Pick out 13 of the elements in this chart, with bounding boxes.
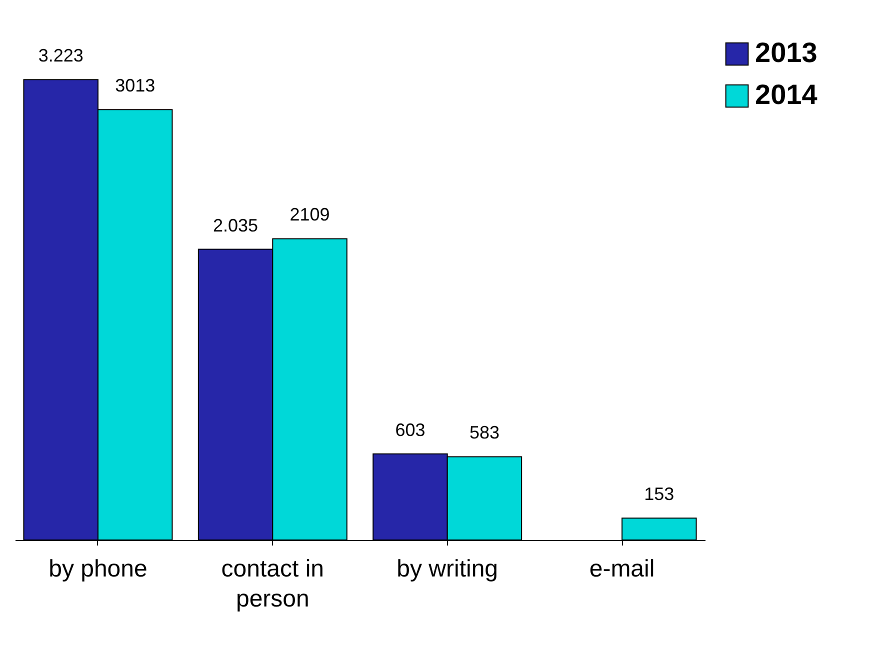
data-label: 603 [395,420,426,440]
legend-label: 2014 [755,79,818,110]
x-tick-label: contact in person [221,556,324,612]
data-label: 153 [644,484,674,504]
x-tick-label: by writing [396,556,498,582]
data-label: 3013 [115,76,156,96]
data-label: 2.035 [213,215,258,236]
x-tick-label: by phone [48,556,148,582]
data-label: 583 [469,422,500,443]
data-label: 3.223 [38,46,84,66]
legend-label: 2013 [755,37,818,68]
data-label: 2109 [290,204,330,225]
x-tick-label: e-mail [589,556,655,582]
